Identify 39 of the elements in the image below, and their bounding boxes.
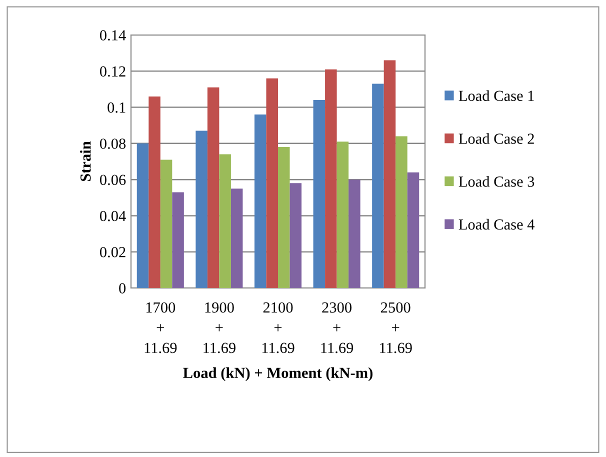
bar: [278, 147, 290, 288]
bar: [348, 180, 360, 288]
legend-label: Load Case 1: [458, 90, 534, 101]
y-tick-label: 0.06: [100, 174, 126, 186]
y-tick-label: 0.1: [108, 102, 126, 113]
bar: [396, 136, 408, 288]
y-tick-label: 0.08: [100, 138, 126, 149]
bar: [290, 183, 302, 288]
bar: [148, 96, 160, 288]
bar: [313, 100, 326, 288]
bar: [136, 143, 149, 288]
bar: [160, 160, 172, 288]
x-tick-label: 2100 + 11.69: [262, 302, 294, 354]
y-tick-label: 0.14: [100, 30, 126, 41]
y-tick-label: 0.04: [100, 210, 126, 222]
legend-label: Load Case 3: [458, 176, 534, 187]
y-axis-title: Strain: [80, 141, 91, 182]
y-tick-label: 0: [119, 283, 126, 294]
y-tick-label: 0.02: [100, 247, 126, 258]
bar: [325, 69, 337, 288]
bar: [172, 192, 184, 288]
bar: [336, 142, 349, 288]
bar: [372, 84, 384, 288]
legend-label: Load Case 4: [458, 218, 535, 230]
bar: [196, 130, 208, 288]
x-tick-label: 1700 + 11.69: [144, 302, 177, 354]
bar: [219, 154, 231, 288]
bar: [384, 60, 396, 288]
x-axis-title: Load (kN) + Moment (kN-m): [183, 367, 372, 382]
bar: [266, 78, 278, 288]
bar: [207, 87, 220, 288]
bar: [230, 188, 243, 288]
x-tick-label: 1900 + 11.69: [204, 302, 236, 354]
y-tick-label: 0.12: [100, 66, 126, 77]
legend-label: Load Case 2: [458, 133, 534, 144]
bar: [254, 114, 266, 288]
bar: [407, 172, 420, 288]
x-tick-label: 2300 + 11.69: [321, 302, 354, 354]
x-tick-label: 2500 + 11.69: [380, 302, 412, 354]
